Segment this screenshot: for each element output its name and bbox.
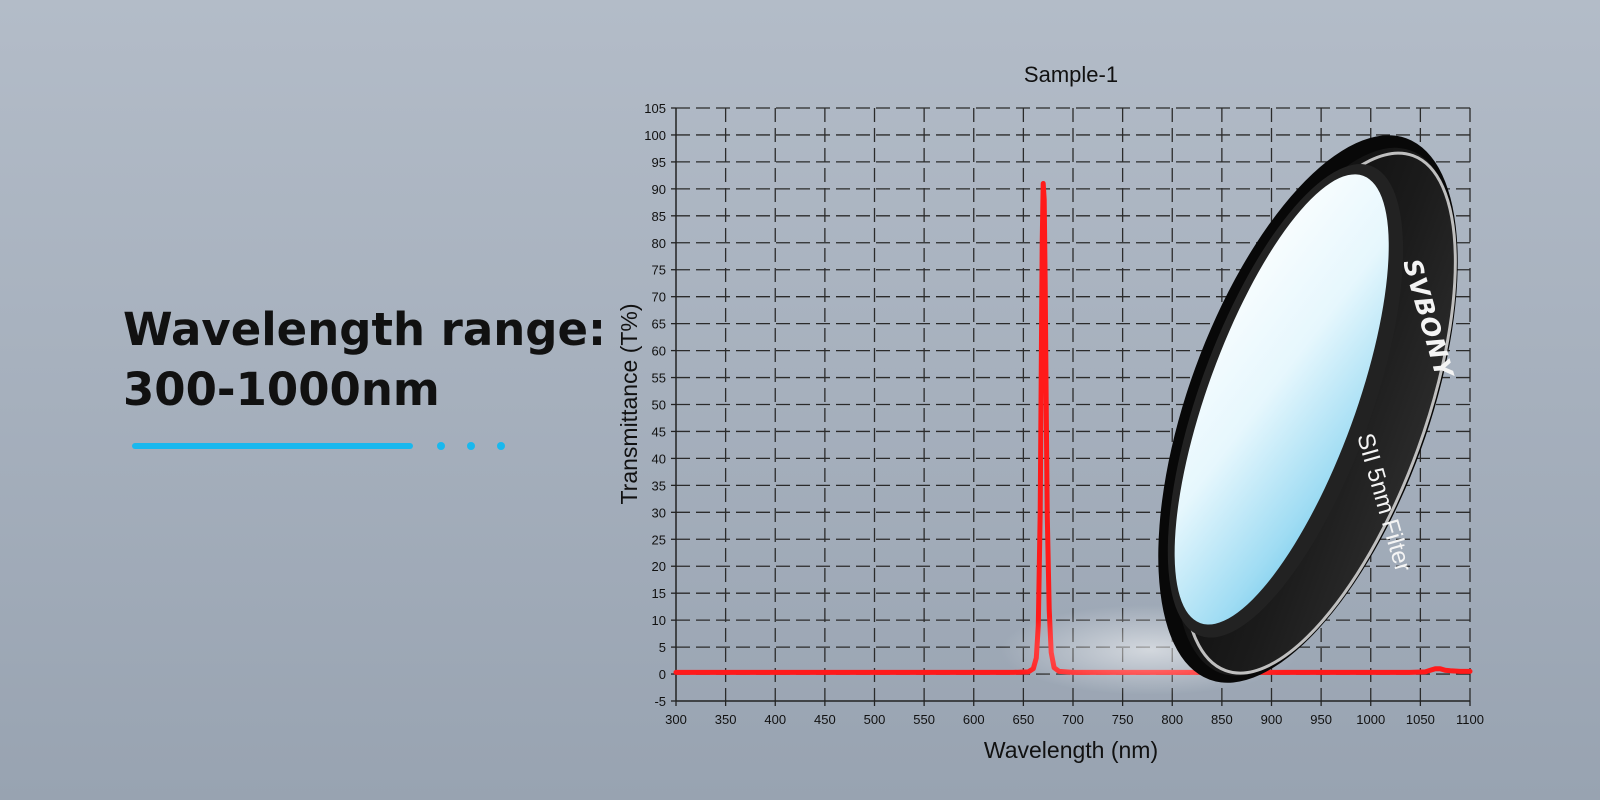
y-tick-label: 60 xyxy=(652,344,666,359)
axes xyxy=(671,107,1471,706)
series xyxy=(673,181,1473,675)
y-tick-label: 75 xyxy=(652,263,666,278)
headline-line-1: Wavelength range: xyxy=(123,303,606,356)
transmittance-curve xyxy=(673,181,1473,675)
x-tick-label: 900 xyxy=(1261,712,1283,727)
y-tick-label: 65 xyxy=(652,317,666,332)
y-tick-label: -5 xyxy=(654,694,666,709)
chart-title: Sample-1 xyxy=(1024,62,1118,87)
y-axis-label: Transmittance (T%) xyxy=(616,303,642,504)
x-tick-label: 850 xyxy=(1211,712,1233,727)
y-tick-label: 55 xyxy=(652,371,666,386)
x-tick-label: 1000 xyxy=(1356,712,1385,727)
y-tick-label: 0 xyxy=(659,667,666,682)
y-tick-label: 90 xyxy=(652,182,666,197)
y-tick-label: 30 xyxy=(652,505,666,520)
x-axis-label: Wavelength (nm) xyxy=(984,737,1158,763)
y-tick-label: 40 xyxy=(652,451,666,466)
y-tick-label: 95 xyxy=(652,155,666,170)
accent-dot xyxy=(497,442,505,450)
y-tick-label: 80 xyxy=(652,236,666,251)
x-tick-label: 550 xyxy=(913,712,935,727)
x-tick-label: 600 xyxy=(963,712,985,727)
x-tick-label: 400 xyxy=(764,712,786,727)
x-tick-label: 950 xyxy=(1310,712,1332,727)
x-tick-label: 700 xyxy=(1062,712,1084,727)
headline: Wavelength range: 300-1000nm xyxy=(123,300,606,420)
y-tick-label: 85 xyxy=(652,209,666,224)
filter-product-image: SVBONY SII 5nm Filter xyxy=(1000,135,1459,695)
y-tick-label: 100 xyxy=(644,128,666,143)
filter-glass xyxy=(1174,174,1389,625)
y-tick-label: 20 xyxy=(652,559,666,574)
y-tick-label: 5 xyxy=(659,640,666,655)
y-tick-label: 70 xyxy=(652,290,666,305)
x-tick-label: 350 xyxy=(715,712,737,727)
y-tick-label: 25 xyxy=(652,532,666,547)
x-tick-label: 800 xyxy=(1161,712,1183,727)
accent-dot xyxy=(467,442,475,450)
accent-line xyxy=(132,443,413,449)
y-tick-label: 10 xyxy=(652,613,666,628)
x-tick-label: 1100 xyxy=(1456,712,1484,727)
accent-dot xyxy=(437,442,445,450)
y-tick-label: 105 xyxy=(644,101,666,116)
y-tick-label: 45 xyxy=(652,424,666,439)
y-tick-label: 15 xyxy=(652,586,666,601)
y-tick-label: 50 xyxy=(652,398,666,413)
x-tick-label: 750 xyxy=(1112,712,1134,727)
x-tick-label: 300 xyxy=(665,712,687,727)
x-tick-label: 500 xyxy=(864,712,886,727)
y-tick-label: 35 xyxy=(652,478,666,493)
x-tick-label: 1050 xyxy=(1406,712,1435,727)
x-tick-label: 450 xyxy=(814,712,836,727)
x-tick-label: 650 xyxy=(1013,712,1035,727)
headline-line-2: 300-1000nm xyxy=(123,363,440,416)
x-tick-labels: 300 350 400 450 500 550 600 650 700 750 800 850 900 9… xyxy=(665,712,1484,727)
y-tick-labels: -5 0 5 10 15 20 25 30 35 40 45 50 55 60 65 70 75 80 85 90 95… xyxy=(644,101,666,709)
